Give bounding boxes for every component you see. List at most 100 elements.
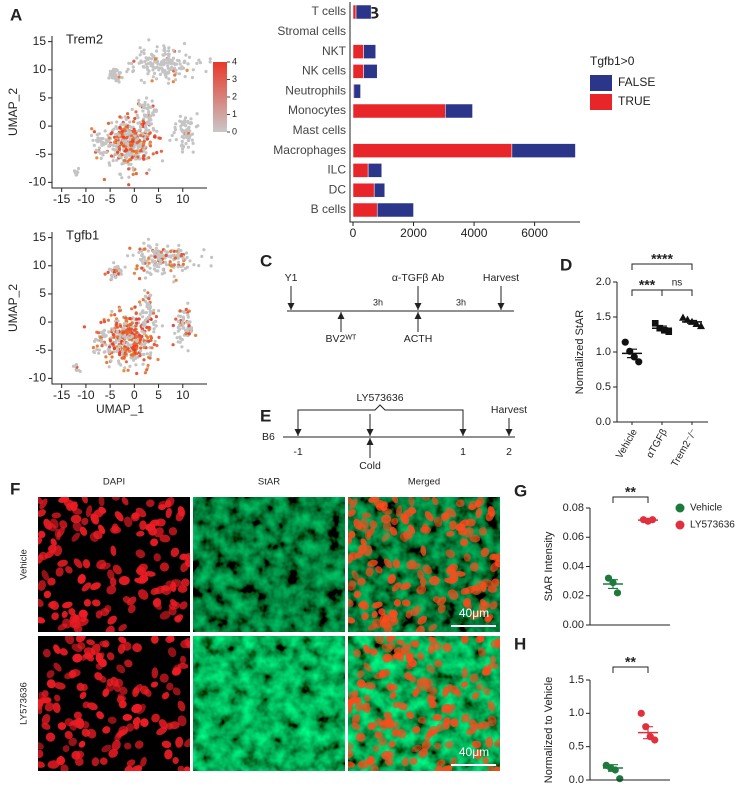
nucleus <box>38 497 43 505</box>
nucleus <box>364 682 376 690</box>
axis <box>349 2 580 223</box>
umap-cell <box>110 309 114 314</box>
umap-cell <box>166 64 170 68</box>
umap-cell <box>128 154 132 158</box>
point <box>697 321 705 330</box>
nucleus <box>434 742 442 750</box>
nucleus <box>159 534 171 543</box>
nucleus <box>396 639 406 646</box>
umap-cell <box>148 353 152 357</box>
umap-cell <box>75 173 79 177</box>
umap-cell <box>110 121 114 125</box>
umap-cell <box>178 309 182 313</box>
nucleus <box>112 564 122 575</box>
nucleus <box>177 715 187 727</box>
nucleus <box>400 582 411 591</box>
nucleus <box>107 615 117 625</box>
day-label: 1 <box>460 446 466 458</box>
umap-cell <box>138 125 142 129</box>
category-label: Macrophages <box>273 143 346 157</box>
y-tick-label: 1.5 <box>596 311 611 323</box>
category-label: NK cells <box>302 64 346 78</box>
point <box>635 358 643 366</box>
nucleus <box>139 520 147 531</box>
umap-cell <box>102 320 107 324</box>
umap-cell <box>130 321 134 325</box>
nucleus <box>50 538 57 547</box>
umap-cell <box>163 46 167 51</box>
umap-cell <box>122 369 126 373</box>
nucleus <box>70 718 82 726</box>
umap-cell <box>142 148 146 152</box>
umap-cell <box>143 259 147 263</box>
nucleus <box>118 624 127 632</box>
umap-cell <box>146 291 150 295</box>
x-tick-label: -10 <box>77 192 95 206</box>
nucleus <box>381 532 391 542</box>
umap-cell <box>115 329 120 334</box>
nucleus <box>369 648 378 656</box>
umap-cell <box>135 56 139 60</box>
nucleus <box>348 509 356 517</box>
umap-cell <box>189 117 193 121</box>
umap-cell <box>98 335 103 340</box>
umap-cell <box>178 314 183 318</box>
umap-cell <box>179 337 183 341</box>
umap-cell <box>112 74 116 78</box>
nucleus <box>111 497 120 501</box>
umap-cell <box>112 127 116 131</box>
nucleus <box>179 553 187 560</box>
nucleus <box>440 512 450 522</box>
umap-cell <box>175 336 179 340</box>
panel-label: C <box>260 251 272 270</box>
nucleus <box>159 562 170 572</box>
umap-cell <box>189 326 193 330</box>
nucleus <box>397 702 408 711</box>
umap-cell <box>141 362 145 366</box>
umap-cell <box>135 264 139 268</box>
umap-cell <box>147 315 151 320</box>
significance-label: **** <box>651 251 673 267</box>
nucleus <box>38 749 44 759</box>
umap-cell <box>123 366 127 370</box>
umap-cell <box>176 319 181 324</box>
nucleus <box>357 577 366 586</box>
umap-cell <box>118 333 122 337</box>
umap-cell <box>189 330 193 334</box>
point <box>679 313 687 321</box>
umap-cell <box>114 269 119 273</box>
nucleus <box>469 562 480 572</box>
umap-cell <box>197 58 201 62</box>
umap-cell <box>137 128 141 132</box>
nucleus <box>73 558 83 569</box>
significance-bracket <box>631 263 693 270</box>
umap-cell <box>124 316 128 320</box>
nucleus <box>118 575 130 586</box>
umap-cell <box>132 59 136 63</box>
nucleus <box>393 653 403 659</box>
umap-cell <box>154 77 159 81</box>
umap-cell <box>133 134 137 138</box>
umap-cell <box>138 300 142 304</box>
umap-cell <box>147 38 151 42</box>
umap-cell <box>129 61 134 66</box>
umap-cell <box>95 330 99 334</box>
umap-cell <box>121 330 126 335</box>
umap-cell <box>164 72 169 76</box>
category-label: DC <box>329 182 347 196</box>
timeline-label: Harvest <box>491 404 527 416</box>
nucleus <box>348 580 356 591</box>
bar-segment <box>352 182 375 198</box>
significance-label: *** <box>639 277 656 293</box>
nucleus <box>450 718 459 727</box>
umap-cell <box>174 278 178 282</box>
nucleus <box>418 748 429 758</box>
umap-cell <box>148 144 153 148</box>
umap-title: Tgfb1 <box>66 227 99 242</box>
umap-cell <box>145 96 149 100</box>
umap-cell <box>142 81 146 85</box>
umap-cell <box>153 259 157 264</box>
nucleus <box>59 520 68 529</box>
nucleus <box>154 585 166 595</box>
